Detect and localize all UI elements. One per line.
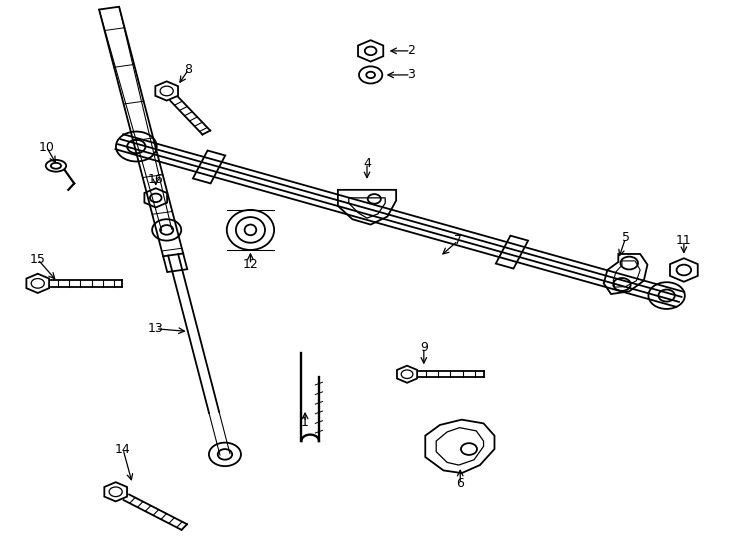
- Text: 13: 13: [148, 322, 164, 335]
- Text: 15: 15: [30, 253, 46, 266]
- Text: 10: 10: [39, 140, 54, 153]
- Text: 5: 5: [622, 232, 630, 245]
- Text: 12: 12: [242, 258, 258, 271]
- Text: 2: 2: [407, 44, 415, 57]
- Text: 14: 14: [115, 443, 131, 456]
- Text: 9: 9: [420, 341, 428, 354]
- Text: 3: 3: [407, 69, 415, 82]
- Text: 16: 16: [148, 173, 164, 186]
- Text: 11: 11: [676, 234, 691, 247]
- Text: 8: 8: [184, 63, 192, 76]
- Text: 6: 6: [457, 477, 464, 490]
- Text: 4: 4: [363, 157, 371, 170]
- Text: 1: 1: [301, 416, 309, 429]
- Text: 7: 7: [454, 234, 462, 247]
